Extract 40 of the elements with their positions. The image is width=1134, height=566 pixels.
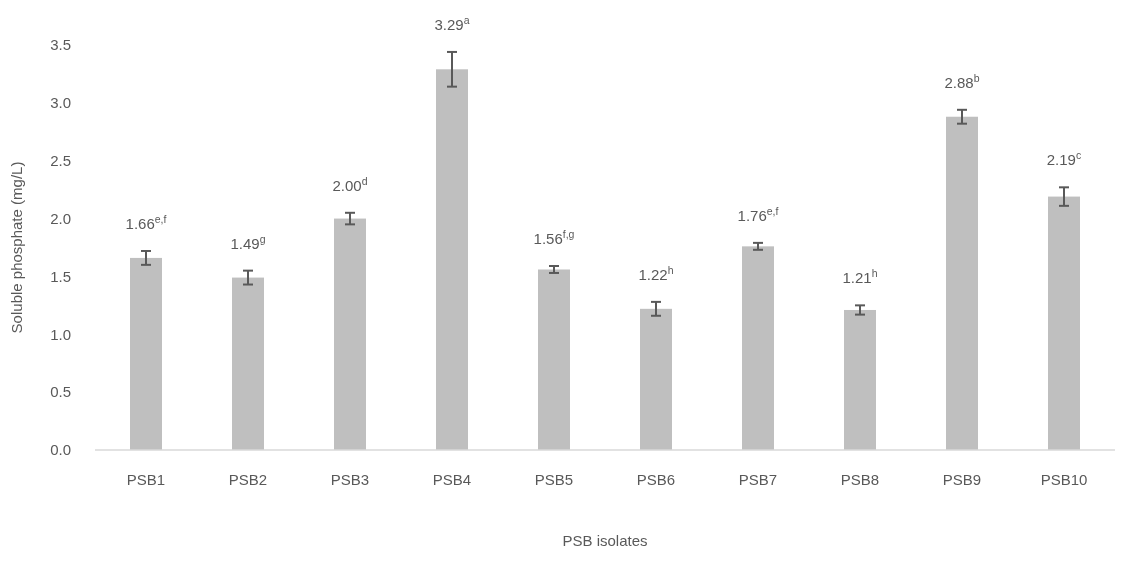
y-tick-label: 2.5 xyxy=(50,151,71,169)
data-label: 1.66$^{e,f}$ xyxy=(125,212,167,232)
bar xyxy=(436,69,468,450)
data-label: 1.21$^{h}$ xyxy=(842,267,878,287)
bar xyxy=(742,246,774,450)
bar xyxy=(640,308,672,450)
x-tick-label: PSB10 xyxy=(1040,471,1088,489)
bar xyxy=(130,257,162,450)
bar xyxy=(1048,196,1080,450)
y-tick-label: 1.5 xyxy=(50,267,71,285)
y-tick-label: 2.0 xyxy=(50,209,71,227)
x-tick-label: PSB1 xyxy=(126,471,166,489)
y-tick-label: 0.5 xyxy=(50,383,71,401)
data-label: 3.29$^{a}$ xyxy=(434,13,470,33)
x-tick-label: PSB9 xyxy=(942,471,982,489)
data-label: 1.76$^{e,f}$ xyxy=(737,204,779,224)
data-label: 2.19$^{c}$ xyxy=(1046,149,1082,169)
y-tick-label: 3.0 xyxy=(50,94,71,112)
bar xyxy=(334,218,366,450)
x-axis-title: PSB isolates xyxy=(562,532,648,549)
y-tick-label: 1.0 xyxy=(50,325,71,343)
x-tick-label: PSB3 xyxy=(330,471,370,489)
bar xyxy=(232,277,264,450)
data-label: 1.49$^{g}$ xyxy=(230,232,266,252)
x-tick-label: PSB5 xyxy=(534,471,574,489)
x-tick-label: PSB7 xyxy=(738,471,778,489)
data-label: 2.00$^{d}$ xyxy=(332,174,368,194)
x-tick-label: PSB6 xyxy=(636,471,676,489)
bar xyxy=(538,269,570,450)
x-tick-label: PSB2 xyxy=(228,471,268,489)
data-label: 1.22$^{h}$ xyxy=(638,263,674,283)
bar xyxy=(844,309,876,450)
x-tick-label: PSB4 xyxy=(432,471,472,489)
x-tick-label: PSB8 xyxy=(840,471,880,489)
y-tick-label: 3.5 xyxy=(50,36,71,54)
y-tick-label: 0.0 xyxy=(50,441,71,459)
data-label: 1.56$^{f,g}$ xyxy=(533,228,575,248)
y-axis-title: Soluble phosphate (mg/L) xyxy=(8,161,25,334)
data-label: 2.88$^{b}$ xyxy=(944,71,980,91)
bar xyxy=(946,116,978,450)
